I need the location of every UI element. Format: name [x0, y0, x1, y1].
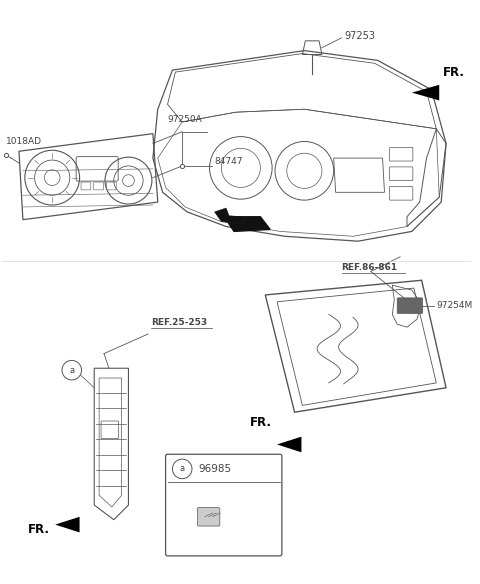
Text: a: a — [69, 366, 74, 375]
Text: 96985: 96985 — [199, 464, 232, 474]
Polygon shape — [55, 517, 80, 533]
FancyBboxPatch shape — [397, 298, 422, 314]
Text: 97250A: 97250A — [168, 115, 202, 124]
Text: FR.: FR. — [250, 416, 272, 429]
Text: REF.25-253: REF.25-253 — [151, 318, 207, 327]
Polygon shape — [224, 217, 270, 231]
FancyBboxPatch shape — [197, 507, 220, 526]
Polygon shape — [277, 437, 301, 452]
Text: 97254M: 97254M — [436, 301, 472, 310]
Text: 97253: 97253 — [345, 31, 375, 41]
Polygon shape — [215, 208, 246, 224]
Text: 84747: 84747 — [215, 157, 243, 165]
Text: REF.86-861: REF.86-861 — [341, 263, 397, 273]
Text: FR.: FR. — [443, 66, 465, 79]
Text: FR.: FR. — [28, 523, 50, 536]
Polygon shape — [412, 85, 439, 100]
Text: 1018AD: 1018AD — [6, 137, 42, 147]
Text: a: a — [180, 464, 185, 474]
